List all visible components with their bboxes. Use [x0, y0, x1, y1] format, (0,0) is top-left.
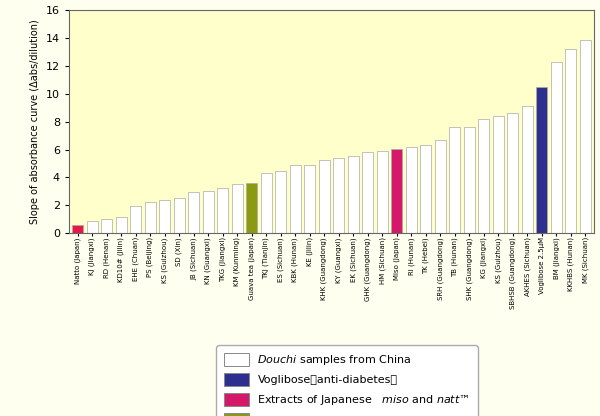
- Bar: [159, 200, 170, 233]
- Bar: [232, 184, 242, 233]
- Bar: [580, 40, 591, 233]
- Bar: [290, 166, 301, 233]
- Bar: [478, 119, 489, 233]
- Bar: [203, 191, 214, 233]
- Bar: [435, 140, 446, 233]
- Bar: [188, 192, 199, 233]
- Bar: [319, 160, 329, 233]
- Bar: [464, 126, 475, 233]
- Bar: [130, 206, 141, 233]
- Bar: [145, 202, 155, 233]
- Bar: [449, 127, 460, 233]
- Bar: [391, 149, 402, 233]
- Bar: [536, 87, 547, 233]
- Bar: [87, 221, 98, 233]
- Legend: $\it{Douchi}$ samples from China, Voglibose（anti-diabetes）, Extracts of Japanese: $\it{Douchi}$ samples from China, Voglib…: [217, 345, 478, 416]
- Bar: [217, 188, 228, 233]
- Bar: [362, 152, 373, 233]
- Bar: [493, 116, 504, 233]
- Bar: [421, 145, 431, 233]
- Bar: [101, 219, 112, 233]
- Bar: [508, 113, 518, 233]
- Bar: [334, 158, 344, 233]
- Bar: [565, 50, 576, 233]
- Bar: [261, 173, 272, 233]
- Bar: [551, 62, 562, 233]
- Bar: [522, 106, 533, 233]
- Bar: [304, 165, 315, 233]
- Bar: [174, 198, 185, 233]
- Bar: [116, 217, 127, 233]
- Bar: [348, 156, 359, 233]
- Bar: [246, 183, 257, 233]
- Bar: [275, 171, 286, 233]
- Y-axis label: Slope of absorbance curve (Δabs/dilution): Slope of absorbance curve (Δabs/dilution…: [30, 19, 40, 224]
- Bar: [406, 147, 417, 233]
- Bar: [377, 151, 388, 233]
- Bar: [72, 225, 83, 233]
